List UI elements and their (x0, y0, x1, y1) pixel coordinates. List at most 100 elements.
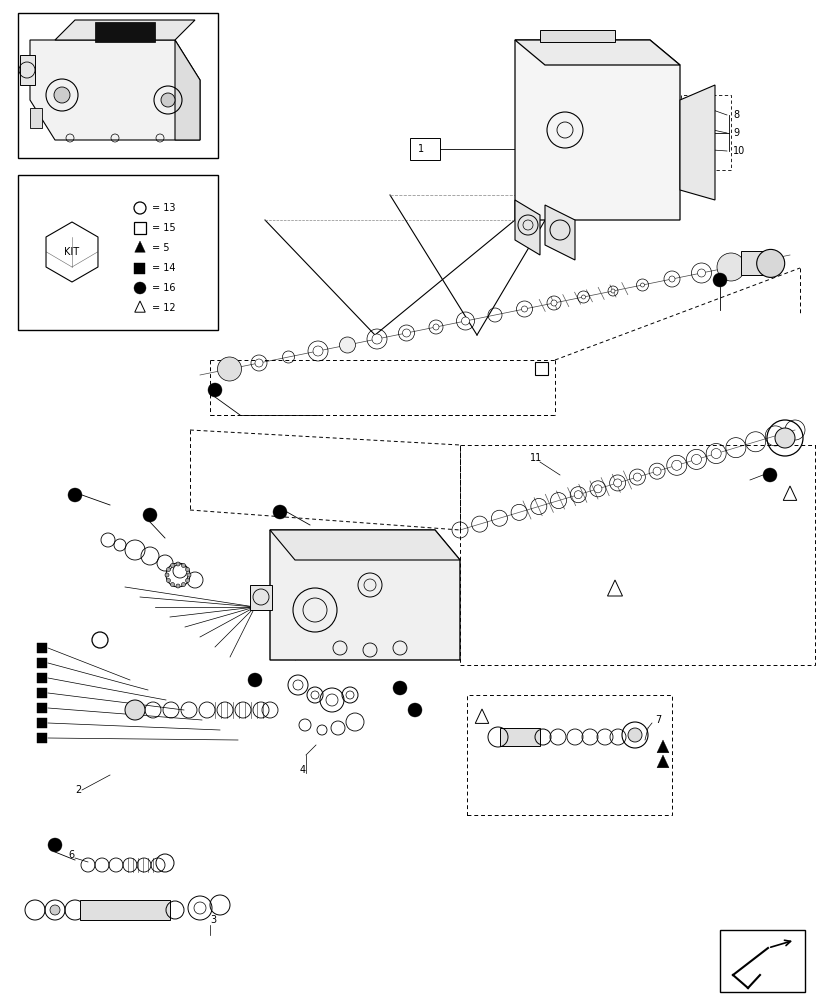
Circle shape (653, 467, 660, 475)
Polygon shape (30, 40, 200, 140)
Circle shape (696, 269, 705, 277)
Bar (460, 445, 814, 665)
Circle shape (176, 562, 179, 566)
Polygon shape (55, 20, 195, 40)
Circle shape (671, 460, 681, 470)
Circle shape (143, 508, 157, 522)
Text: 1: 1 (418, 144, 423, 154)
Bar (134, 262, 146, 273)
Circle shape (521, 306, 527, 312)
Bar (30, 108, 42, 128)
Polygon shape (539, 30, 614, 42)
Text: = 15: = 15 (152, 223, 175, 233)
Text: 2: 2 (75, 785, 81, 795)
Circle shape (170, 583, 174, 587)
Polygon shape (679, 85, 715, 200)
Bar (680, 95, 730, 170)
Circle shape (125, 700, 145, 720)
Bar (37, 658, 47, 668)
Bar (534, 362, 547, 375)
Circle shape (166, 578, 170, 582)
Polygon shape (514, 40, 679, 220)
Circle shape (712, 273, 726, 287)
Circle shape (160, 93, 174, 107)
Circle shape (54, 87, 70, 103)
Text: KIT: KIT (65, 247, 79, 257)
Circle shape (633, 473, 641, 481)
Circle shape (273, 505, 287, 519)
Text: 11: 11 (529, 453, 542, 463)
Circle shape (181, 563, 185, 567)
Polygon shape (174, 40, 200, 140)
Bar (500, 728, 539, 746)
Circle shape (176, 584, 179, 588)
Text: = 14: = 14 (152, 263, 175, 273)
Polygon shape (270, 530, 460, 660)
Circle shape (581, 295, 585, 299)
Text: = 12: = 12 (152, 303, 175, 313)
Polygon shape (95, 22, 155, 42)
Bar (740, 251, 770, 275)
Circle shape (339, 337, 355, 353)
Bar (37, 673, 47, 683)
Circle shape (393, 681, 407, 695)
Bar (37, 733, 47, 743)
Bar (250, 585, 272, 610)
Bar (37, 643, 47, 653)
Circle shape (218, 357, 241, 381)
Circle shape (165, 573, 169, 577)
Text: = 16: = 16 (152, 283, 175, 293)
Bar (18, 13, 218, 158)
Circle shape (640, 283, 643, 287)
Circle shape (613, 479, 621, 487)
Circle shape (50, 905, 60, 915)
Text: 4: 4 (299, 765, 306, 775)
Circle shape (756, 249, 784, 277)
Polygon shape (514, 40, 679, 65)
Circle shape (574, 491, 581, 499)
Text: 6: 6 (68, 850, 74, 860)
Circle shape (248, 673, 261, 687)
Circle shape (371, 334, 381, 344)
Polygon shape (135, 241, 145, 252)
Bar (466, 695, 672, 815)
Circle shape (461, 317, 469, 325)
Circle shape (762, 468, 776, 482)
Polygon shape (656, 740, 668, 753)
Circle shape (293, 680, 303, 690)
Text: 7: 7 (654, 715, 661, 725)
Text: 8: 8 (732, 110, 739, 120)
Bar (134, 222, 146, 234)
Circle shape (668, 276, 674, 282)
Polygon shape (544, 205, 574, 260)
Circle shape (716, 253, 744, 281)
Circle shape (774, 428, 794, 448)
Circle shape (346, 691, 354, 699)
Polygon shape (514, 200, 539, 255)
Circle shape (593, 485, 601, 493)
Bar (37, 718, 47, 728)
Circle shape (691, 454, 700, 464)
Circle shape (433, 324, 438, 330)
Circle shape (710, 449, 720, 459)
Text: = 13: = 13 (152, 203, 175, 213)
Text: 10: 10 (732, 146, 744, 156)
Bar (20, 55, 35, 85)
Bar (37, 688, 47, 698)
Circle shape (187, 573, 191, 577)
Circle shape (313, 346, 323, 356)
Circle shape (166, 568, 170, 572)
Circle shape (311, 691, 318, 699)
Circle shape (185, 578, 189, 582)
Circle shape (408, 703, 422, 717)
Bar (409, 138, 439, 160)
Text: 9: 9 (732, 128, 739, 138)
Polygon shape (656, 755, 668, 768)
Circle shape (326, 694, 337, 706)
Text: = 5: = 5 (152, 243, 170, 253)
Text: 3: 3 (210, 915, 216, 925)
Circle shape (610, 289, 614, 293)
Circle shape (170, 563, 174, 567)
Circle shape (255, 359, 263, 367)
Polygon shape (270, 530, 460, 560)
